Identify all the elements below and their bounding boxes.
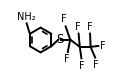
Text: F: F: [100, 41, 105, 51]
Text: F: F: [64, 54, 70, 64]
Text: F: F: [93, 60, 99, 70]
Text: F: F: [79, 61, 85, 71]
Text: F: F: [75, 22, 81, 32]
Text: F: F: [61, 14, 67, 24]
Text: F: F: [87, 22, 93, 32]
Text: S: S: [56, 33, 63, 46]
Text: NH₂: NH₂: [17, 12, 36, 22]
